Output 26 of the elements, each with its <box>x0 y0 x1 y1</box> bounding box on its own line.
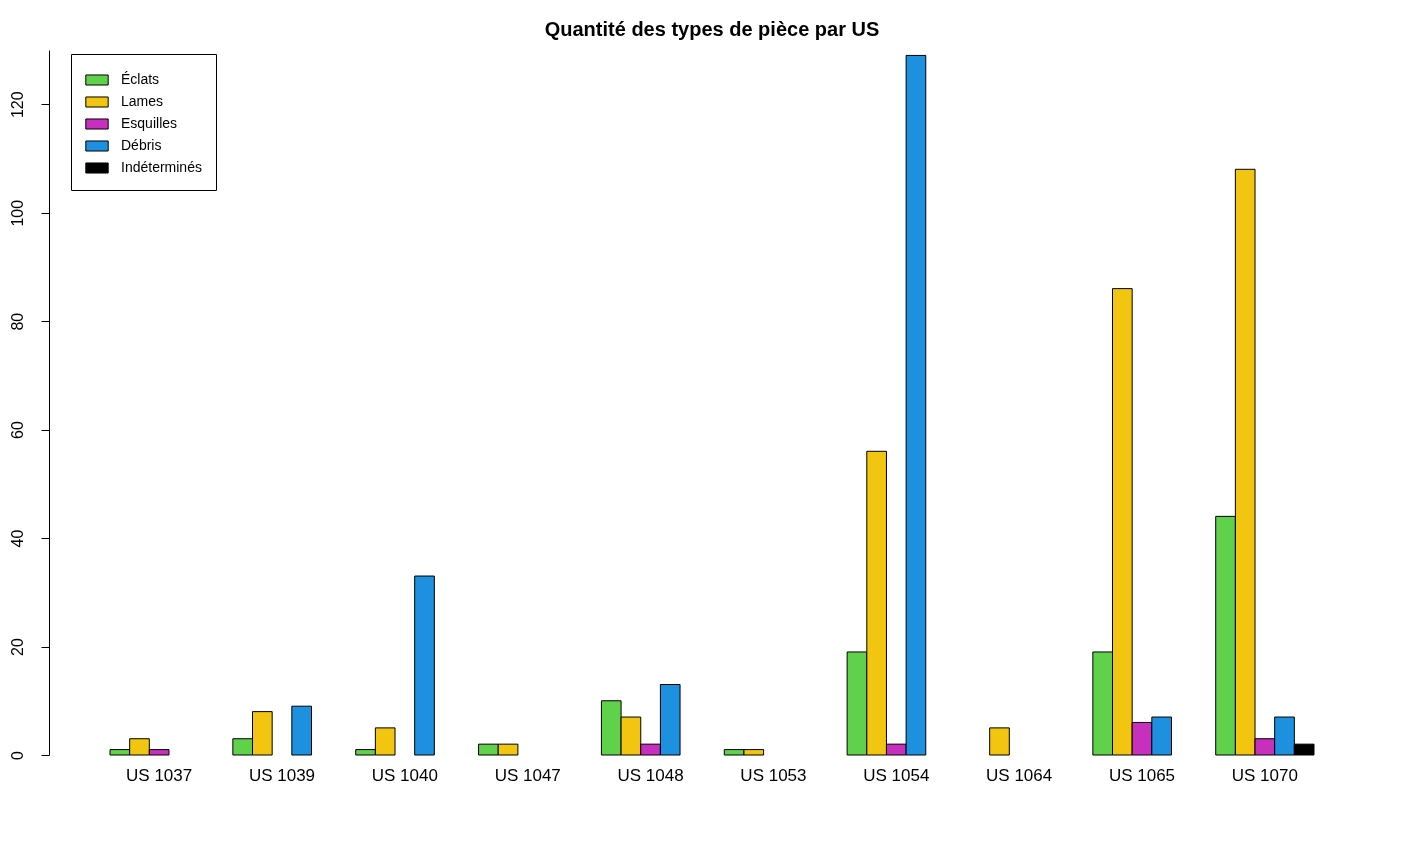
x-tick-label: US 1040 <box>371 765 438 785</box>
x-tick-label: US 1053 <box>740 765 807 785</box>
y-tick-label: 0 <box>8 750 26 760</box>
bar <box>291 705 312 756</box>
chart-title: Quantité des types de pièce par US <box>544 18 880 40</box>
x-tick-label: US 1064 <box>986 765 1053 785</box>
y-tick-label: 40 <box>8 529 26 548</box>
bar <box>414 575 435 756</box>
legend-label: Éclats <box>121 71 160 87</box>
legend-label: Indéterminés <box>121 159 202 175</box>
x-tick-label: US 1047 <box>494 765 561 785</box>
x-tick-label: US 1065 <box>1108 765 1176 785</box>
x-tick-label: US 1048 <box>617 765 684 785</box>
y-tick-label: 20 <box>8 638 26 656</box>
legend-label: Lames <box>121 93 164 109</box>
legend-label: Débris <box>121 137 162 153</box>
x-tick-label: US 1070 <box>1231 765 1298 785</box>
y-tick-label: 80 <box>8 312 26 331</box>
bar <box>989 727 1010 756</box>
x-tick-label: US 1037 <box>126 765 193 785</box>
legend-label: Esquilles <box>121 115 178 131</box>
y-tick-label: 100 <box>8 199 26 227</box>
x-tick-label: US 1054 <box>863 765 930 785</box>
y-tick-label: 120 <box>8 91 26 119</box>
y-tick-label: 60 <box>8 421 26 440</box>
x-tick-label: US 1039 <box>248 765 316 785</box>
